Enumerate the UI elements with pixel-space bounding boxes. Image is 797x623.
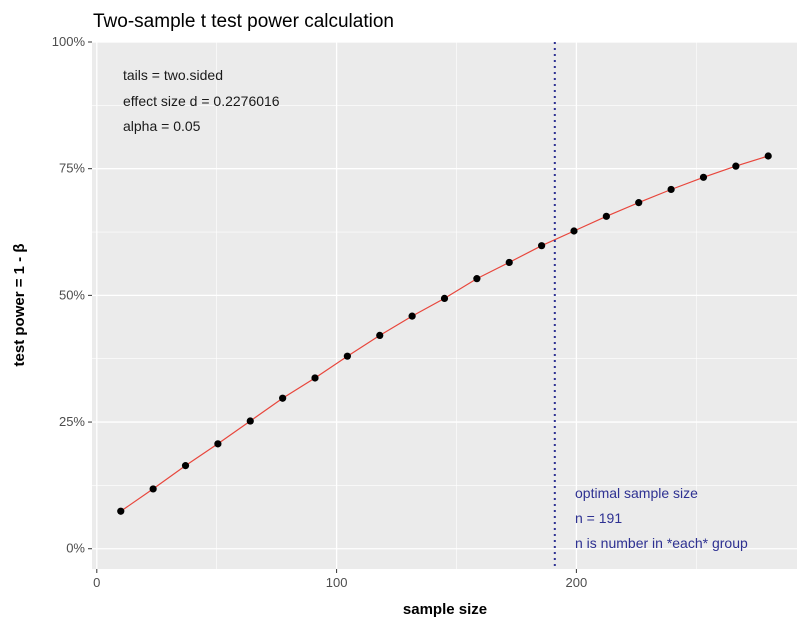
y-tick-label: 100% bbox=[52, 34, 86, 49]
data-point bbox=[473, 275, 481, 283]
data-point bbox=[667, 185, 675, 194]
y-axis-ticks: 0% 25% 50% 75% 100% bbox=[52, 34, 92, 556]
param-tails: tails = two.sided bbox=[123, 67, 223, 83]
y-tick-label: 0% bbox=[66, 541, 85, 556]
major-gridlines bbox=[92, 41, 797, 569]
data-point bbox=[602, 212, 610, 220]
x-tick-label: 200 bbox=[566, 575, 588, 590]
data-point bbox=[732, 162, 740, 170]
x-axis-title: sample size bbox=[403, 601, 487, 618]
optimal-n: n = 191 bbox=[575, 510, 622, 526]
data-point bbox=[764, 152, 772, 160]
y-tick-label: 25% bbox=[59, 414, 85, 429]
plot-panel bbox=[92, 42, 797, 569]
minor-gridlines bbox=[92, 42, 797, 569]
y-axis-title: test power = 1 - β bbox=[11, 244, 28, 367]
data-point bbox=[538, 242, 546, 250]
data-point bbox=[214, 440, 222, 448]
data-point bbox=[635, 199, 643, 207]
param-alpha: alpha = 0.05 bbox=[123, 118, 201, 134]
power-points bbox=[117, 152, 772, 515]
data-point bbox=[149, 485, 157, 493]
data-point bbox=[570, 227, 578, 235]
chart-title: Two-sample t test power calculation bbox=[93, 11, 394, 32]
y-tick-label: 50% bbox=[59, 287, 85, 302]
param-effect-size: effect size d = 0.2276016 bbox=[123, 93, 280, 109]
data-point bbox=[343, 352, 351, 360]
data-point bbox=[181, 462, 190, 470]
data-point bbox=[246, 417, 254, 425]
data-point bbox=[311, 374, 319, 382]
optimal-label: optimal sample size bbox=[575, 485, 698, 501]
data-point bbox=[376, 331, 384, 339]
data-point bbox=[117, 507, 125, 515]
data-point bbox=[440, 294, 449, 303]
data-point bbox=[699, 173, 708, 181]
x-tick-label: 0 bbox=[93, 575, 100, 590]
x-axis-ticks: 0 100 200 bbox=[93, 569, 587, 590]
data-point bbox=[279, 394, 287, 402]
optimal-note: n is number in *each* group bbox=[575, 535, 748, 551]
data-point bbox=[408, 312, 416, 320]
x-tick-label: 100 bbox=[326, 575, 348, 590]
y-tick-label: 75% bbox=[59, 161, 85, 176]
data-point bbox=[505, 258, 513, 267]
